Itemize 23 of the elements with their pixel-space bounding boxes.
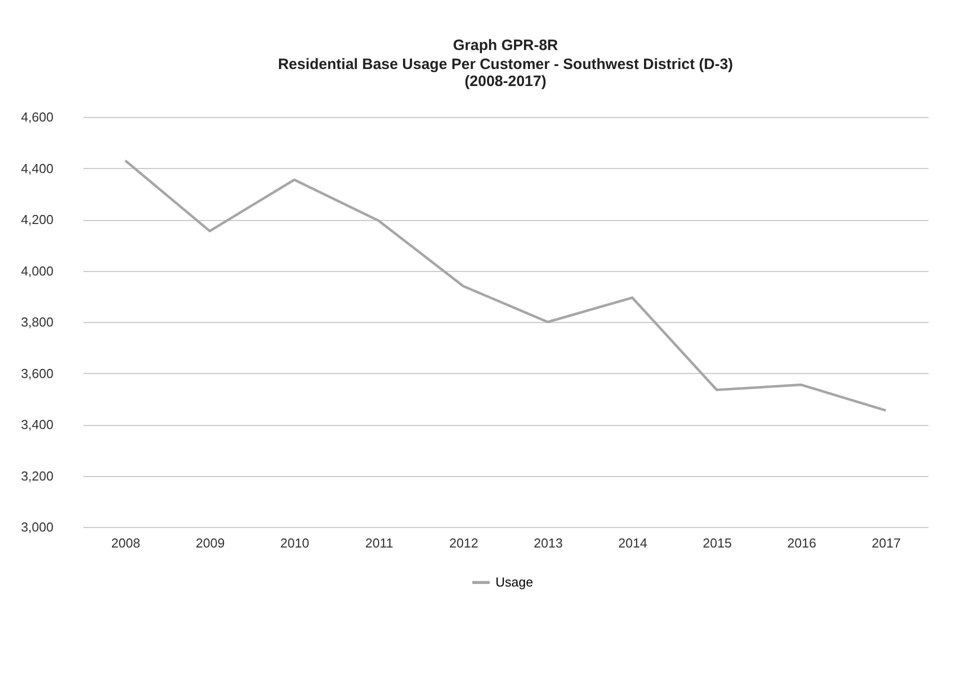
x-tick-label: 2017 <box>872 536 901 550</box>
line-series <box>124 159 887 412</box>
x-tick-label: 2009 <box>196 536 225 550</box>
y-tick-label: 4,200 <box>20 212 54 227</box>
y-tick-label: 4,000 <box>20 263 54 278</box>
x-tick-label: 2013 <box>534 536 563 550</box>
y-tick-label: 3,400 <box>20 417 54 432</box>
x-tick-label: 2014 <box>618 536 648 550</box>
x-tick-label: 2015 <box>702 536 732 550</box>
y-tick-label: 3,000 <box>20 520 54 534</box>
chart-subtitle: Residential Base Usage Per Customer - Southwest District (D-3) (2008-2017) <box>278 56 734 90</box>
y-tick-label: 3,600 <box>20 366 54 381</box>
x-tick-label: 2016 <box>787 536 816 550</box>
legend-label: Usage <box>496 574 534 590</box>
y-tick-label: 3,200 <box>20 468 54 484</box>
chart-title: Graph GPR-8R <box>452 37 558 54</box>
y-tick-label: 4,400 <box>20 160 54 176</box>
x-tick-label: 2012 <box>449 536 478 550</box>
x-tick-label: 2008 <box>111 536 140 550</box>
x-tick-label: 2010 <box>280 536 310 550</box>
x-tick-label: 2011 <box>365 536 394 550</box>
y-tick-label: 4,600 <box>20 110 54 124</box>
y-tick-label: 3,800 <box>20 314 54 330</box>
